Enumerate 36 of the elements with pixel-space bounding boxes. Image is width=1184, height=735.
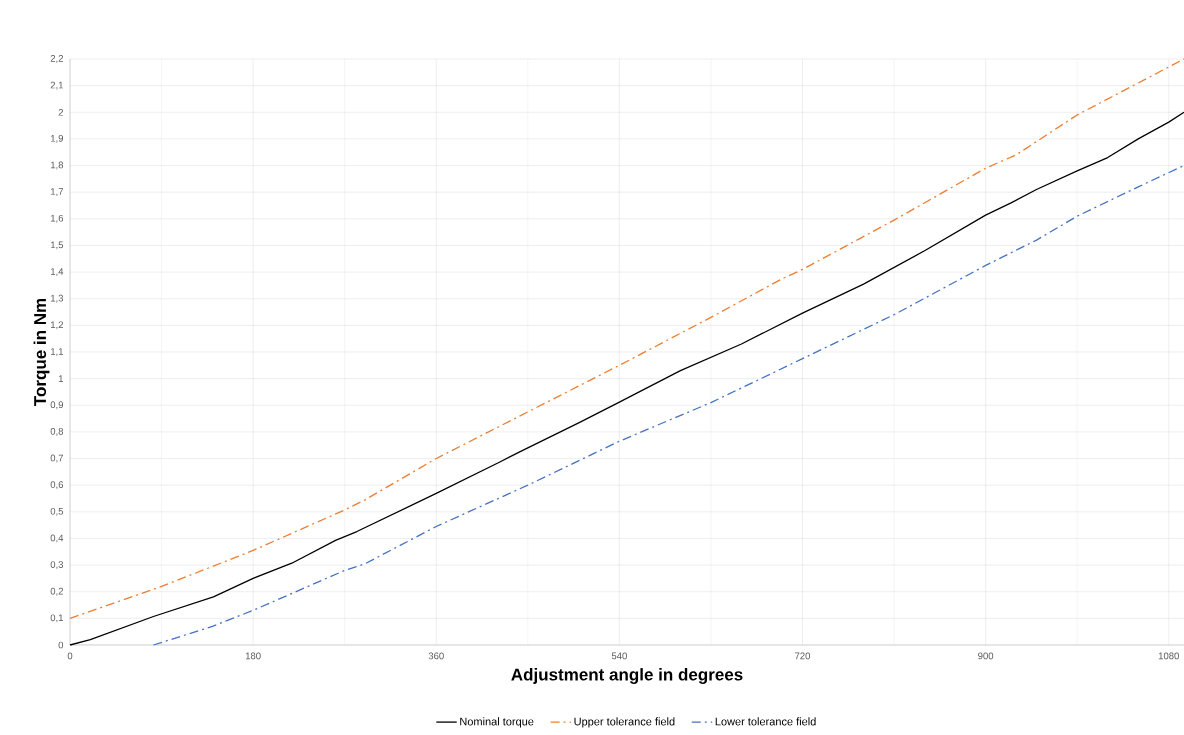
y-tick-label: 2,1 [50, 81, 64, 90]
line-series [152, 164, 1184, 646]
y-tick-label: 1,6 [50, 214, 64, 223]
legend-label: Nominal torque [460, 717, 534, 728]
y-tick-label: 1,7 [50, 188, 64, 197]
x-tick-label: 540 [611, 652, 627, 660]
y-tick-label: 1,1 [50, 348, 64, 356]
y-tick-label: 1,9 [50, 134, 64, 143]
y-tick-label: 0,7 [50, 454, 64, 463]
y-tick-label: 0,1 [50, 614, 64, 623]
y-tick-label: 1,8 [50, 161, 64, 170]
legend-label: Lower tolerance field [715, 717, 816, 726]
y-tick-label: 0,3 [50, 561, 64, 570]
y-tick-label: 1,3 [50, 294, 64, 303]
y-tick-label: 1 [58, 375, 64, 382]
x-tick-label: 900 [978, 652, 994, 660]
y-tick-label: 0,8 [50, 427, 64, 436]
y-tick-label: 1,5 [50, 241, 64, 250]
y-tick-label: 0,9 [50, 401, 64, 410]
x-tick-label: 1080 [1158, 652, 1179, 660]
y-tick-label: 0,4 [50, 534, 64, 543]
y-tick-label: 0,2 [50, 587, 64, 596]
x-axis-title: Adjustment angle in degrees [511, 668, 743, 685]
y-tick-label: 1,4 [50, 268, 64, 276]
y-axis-title: Torque in Nm [33, 298, 50, 406]
x-tick-label: 0 [67, 652, 73, 660]
x-tick-label: 360 [428, 652, 444, 660]
legend-label: Upper tolerance field [574, 717, 675, 728]
y-tick-label: 0,5 [50, 507, 64, 516]
y-tick-label: 0,6 [50, 481, 64, 490]
x-tick-label: 180 [245, 652, 261, 660]
y-tick-label: 0 [58, 641, 64, 649]
y-tick-label: 1,2 [50, 321, 64, 330]
x-tick-label: 720 [795, 652, 811, 660]
y-tick-label: 2 [58, 108, 64, 116]
y-tick-label: 2,2 [50, 55, 64, 63]
